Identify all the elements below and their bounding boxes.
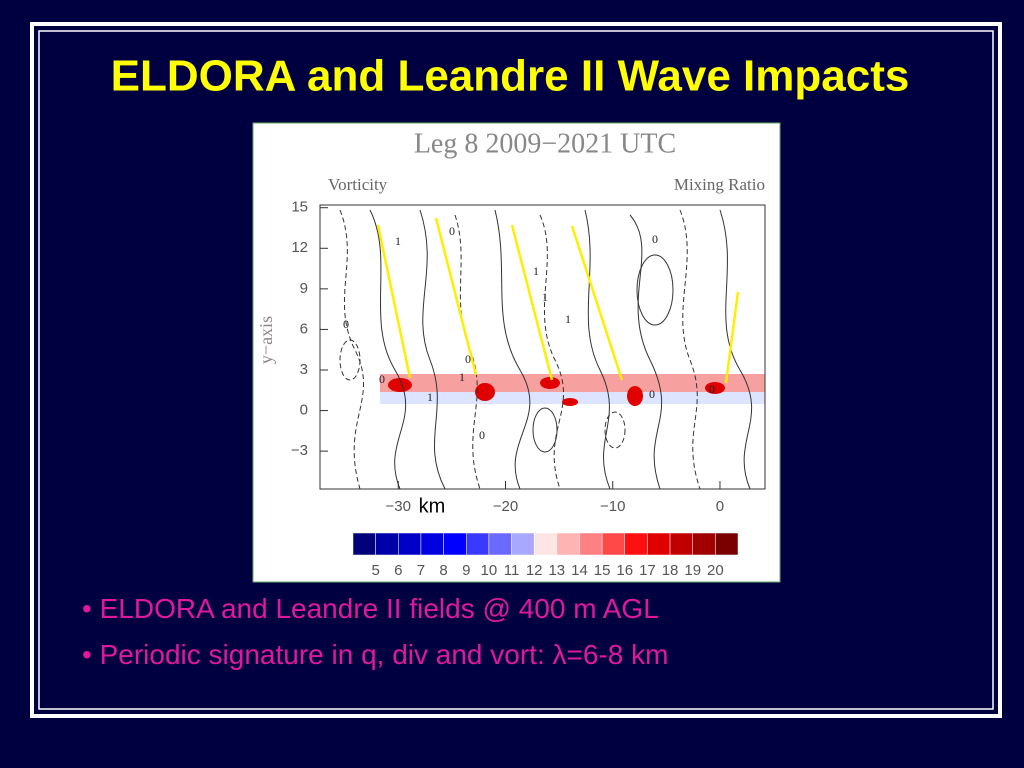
colorbar-cell — [488, 532, 512, 556]
left-label: Vorticity — [328, 175, 388, 194]
colorbar-label: 12 — [526, 562, 543, 579]
right-label: Mixing Ratio — [674, 175, 765, 194]
figure: Leg 8 2009−2021 UTC Vorticity Mixing Rat… — [256, 128, 766, 579]
colorbar-cell — [398, 532, 422, 556]
colorbar-cell — [556, 532, 580, 556]
colorbar-label: 5 — [371, 562, 379, 579]
colorbar-cell — [579, 532, 603, 556]
y-tick-label: 3 — [300, 361, 308, 378]
colorbar-label: 15 — [594, 562, 611, 579]
contour-plot — [339, 209, 765, 489]
y-tick-label: 15 — [291, 199, 308, 216]
contour-label: 1 — [542, 290, 548, 304]
contour-label: 1 — [565, 312, 571, 326]
colorbar-cell — [511, 532, 535, 556]
contour-label: 0 — [652, 232, 658, 246]
contour-label: 0 — [343, 317, 349, 331]
plot-frame — [319, 204, 766, 490]
colorbar-cell — [420, 532, 444, 556]
colorbar-cell — [533, 532, 558, 556]
colorbar-label: 10 — [481, 562, 498, 579]
colorbar-cell — [465, 532, 490, 556]
y-tick-label: 0 — [300, 402, 308, 419]
x-tick-label: −30 — [386, 498, 411, 515]
wave-markers — [376, 217, 740, 384]
bullet-text: ELDORA and Leandre II fields @ 400 m AGL — [99, 593, 659, 624]
colorbar-label: 18 — [662, 562, 679, 579]
colorbar-cell — [692, 532, 716, 556]
y-tick-label: 6 — [300, 320, 308, 337]
bullet-text: Periodic signature in q, div and vort: λ… — [99, 639, 669, 670]
colorbar-cell — [443, 532, 467, 556]
slide-title: ELDORA and Leandre II Wave Impacts — [111, 52, 910, 101]
bullet: • ELDORA and Leandre II fields @ 400 m A… — [82, 593, 659, 624]
colorbar-label: 7 — [417, 562, 425, 579]
colorbar-cell — [669, 532, 693, 556]
contour-label: 1 — [427, 390, 433, 404]
figure-panel — [252, 122, 781, 583]
frame-inner — [38, 30, 994, 710]
contour-label: 0 — [479, 428, 485, 442]
colorbar-cell — [352, 532, 376, 556]
x-tick-label: −20 — [493, 498, 518, 515]
y-tick-label: 12 — [291, 239, 308, 256]
colorbar-label: 8 — [439, 562, 447, 579]
colorbar-label: 20 — [707, 562, 724, 579]
y-tick-label: −3 — [291, 442, 308, 459]
x-tick-label: 0 — [716, 498, 724, 515]
colorbar-label: 13 — [548, 562, 565, 579]
contour-label: 0 — [709, 382, 715, 396]
colorbar-label: 17 — [639, 562, 656, 579]
colorbar-label: 14 — [571, 562, 588, 579]
colorbar-cell — [375, 532, 399, 556]
contour-label: 1 — [395, 234, 401, 248]
frame-outer — [30, 22, 1002, 718]
colorbar-label: 11 — [504, 562, 520, 579]
contour-label: 0 — [379, 372, 385, 386]
x-tick-label: −10 — [600, 498, 625, 515]
contour-label: 0 — [449, 224, 455, 238]
colorbar-cell — [647, 532, 671, 556]
bullet: • Periodic signature in q, div and vort:… — [82, 639, 669, 670]
colorbar-label: 9 — [462, 562, 470, 579]
y-axis-label: y−axis — [256, 316, 276, 364]
figure-title: Leg 8 2009−2021 UTC — [414, 128, 676, 159]
colorbar-label: 6 — [394, 562, 402, 579]
colorbar-label: 16 — [616, 562, 633, 579]
contour-label: 1 — [533, 264, 539, 278]
maxima — [388, 377, 725, 406]
colorbar-label: 19 — [684, 562, 701, 579]
contour-label: 0 — [649, 387, 655, 401]
y-tick-label: 9 — [300, 280, 308, 297]
colorbar-cell — [624, 532, 648, 556]
x-unit: km — [419, 495, 446, 517]
contour-label: 0 — [465, 352, 471, 366]
colorbar-cell — [601, 532, 626, 556]
contour-label: 1 — [459, 370, 465, 384]
colorbar-cell — [715, 532, 739, 556]
